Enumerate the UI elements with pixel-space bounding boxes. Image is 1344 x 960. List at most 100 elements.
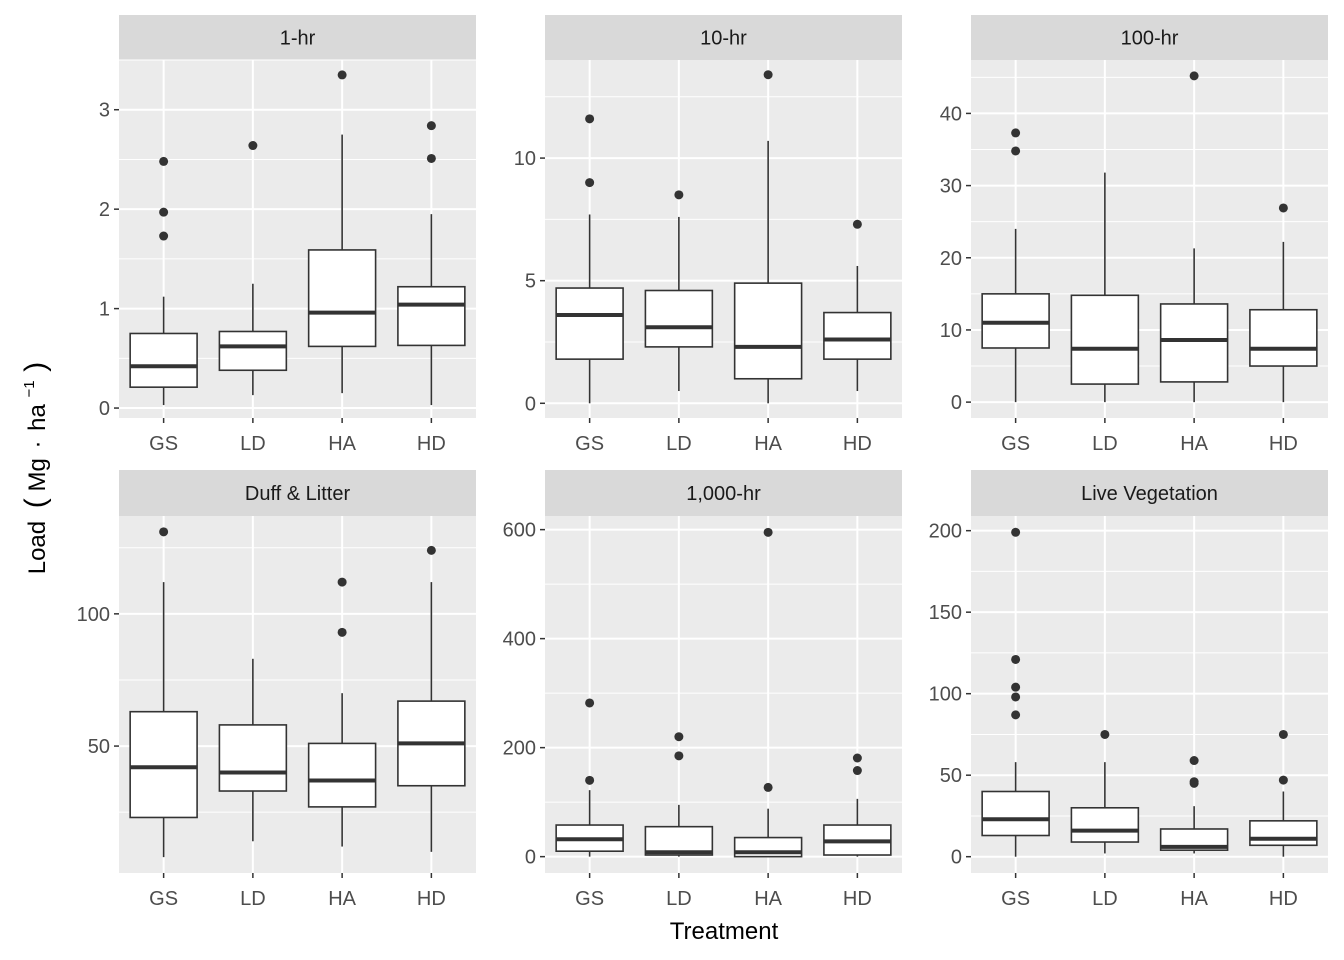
facet-panel-4: Duff & Litter 50 100 GS LD HA HD	[77, 470, 476, 910]
x-tick-label: HD	[417, 888, 446, 910]
outlier-point	[426, 153, 436, 163]
outlier-point	[1011, 146, 1021, 156]
y-tick-label: 150	[929, 602, 962, 624]
box-iqr	[129, 710, 198, 819]
facet-panel-2: 10-hr 0 5 10 GS LD HA HD	[514, 15, 902, 455]
outlier-point	[1011, 710, 1021, 720]
boxplot-HA	[307, 70, 377, 394]
boxplot-LD	[218, 141, 288, 396]
x-tick-label: LD	[666, 888, 692, 910]
outlier-point	[1011, 527, 1021, 537]
box-iqr	[733, 282, 803, 380]
facet-title: 10-hr	[700, 28, 747, 50]
panel-background	[545, 60, 902, 418]
x-tick-label: HA	[754, 888, 782, 910]
x-tick-label: HD	[843, 433, 872, 455]
x-tick-label: HA	[328, 888, 356, 910]
outlier-point	[763, 70, 773, 80]
x-tick-label: LD	[1092, 888, 1118, 910]
boxplot-GS	[981, 527, 1050, 857]
y-tick-label: 0	[525, 847, 536, 869]
outlier-point	[337, 577, 347, 587]
x-tick-label: HA	[754, 433, 782, 455]
facet-title: 100-hr	[1121, 28, 1179, 50]
boxplot-LD	[1070, 729, 1140, 854]
facet-title: Duff & Litter	[245, 483, 351, 505]
panel-background	[119, 516, 476, 873]
y-tick-label: 10	[940, 320, 962, 342]
outlier-point	[852, 753, 862, 763]
facet-strip	[119, 15, 476, 60]
y-tick-label: 20	[940, 248, 962, 270]
x-tick-label: HD	[843, 888, 872, 910]
outlier-point	[585, 178, 595, 188]
outlier-point	[585, 775, 595, 785]
outlier-point	[1011, 692, 1021, 702]
boxplot-HD	[823, 219, 892, 392]
boxplot-LD	[644, 190, 714, 392]
panel-background	[545, 516, 902, 873]
y-tick-label: 30	[940, 176, 962, 198]
x-tick-label: GS	[575, 888, 604, 910]
y-tick-label: 50	[940, 765, 962, 787]
y-tick-label: 0	[99, 398, 110, 420]
outlier-point	[1100, 729, 1110, 739]
box-iqr	[1249, 820, 1318, 847]
outlier-point	[1011, 682, 1021, 692]
box-iqr	[981, 790, 1050, 837]
outlier-point	[585, 698, 595, 708]
box-iqr	[307, 742, 377, 808]
boxplot-GS	[981, 128, 1050, 403]
x-axis-title: Treatment	[670, 918, 779, 945]
outlier-point	[585, 114, 595, 124]
boxplot-LD	[644, 732, 714, 857]
outlier-point	[159, 527, 169, 537]
y-tick-label: 40	[940, 103, 962, 125]
facet-title: 1-hr	[280, 28, 316, 50]
y-tick-label: 100	[929, 684, 962, 706]
y-tick-label: 0	[951, 847, 962, 869]
y-axis-title-main: Load	[24, 521, 51, 574]
facet-panel-3: 100-hr 0 10 20 30 40 GS LD HA HD	[940, 15, 1328, 455]
outlier-point	[1011, 654, 1021, 664]
boxplot-HD	[1249, 203, 1318, 403]
y-tick-label: 0	[525, 393, 536, 415]
outlier-point	[159, 156, 169, 166]
x-tick-label: LD	[666, 433, 692, 455]
boxplot-HA	[1159, 71, 1229, 403]
facet-panel-1: 1-hr 0 1 2 3 GS LD HA HD	[99, 15, 476, 455]
box-iqr	[555, 287, 624, 360]
x-tick-label: GS	[575, 433, 604, 455]
boxplot-LD	[1070, 172, 1140, 403]
box-iqr	[823, 311, 892, 360]
boxplot-GS	[555, 698, 624, 857]
box-iqr	[644, 289, 714, 348]
boxplot-GS	[555, 114, 624, 404]
outlier-point	[1189, 756, 1199, 766]
box-iqr	[397, 285, 466, 347]
outlier-point	[852, 766, 862, 776]
x-tick-label: HA	[1180, 433, 1208, 455]
x-tick-label: HD	[1269, 433, 1298, 455]
outlier-point	[1189, 777, 1199, 787]
boxplot-LD	[218, 658, 288, 842]
boxplot-HA	[733, 527, 803, 858]
x-tick-label: HA	[328, 433, 356, 455]
box-iqr	[218, 724, 288, 792]
outlier-point	[763, 527, 773, 537]
y-tick-label: 0	[951, 392, 962, 414]
outlier-point	[674, 751, 684, 761]
y-tick-label: 400	[503, 629, 536, 651]
outlier-point	[159, 231, 169, 241]
facet-strip	[971, 470, 1328, 516]
outlier-point	[337, 627, 347, 637]
boxplot-GS	[129, 527, 198, 858]
y-axis-title: Load ( Mg · ha −1 )	[19, 362, 52, 575]
y-tick-label: 3	[99, 100, 110, 122]
outlier-point	[1189, 71, 1199, 81]
y-tick-label: 1	[99, 299, 110, 321]
boxplot-HD	[823, 753, 892, 857]
x-tick-label: LD	[1092, 433, 1118, 455]
outlier-point	[674, 190, 684, 200]
